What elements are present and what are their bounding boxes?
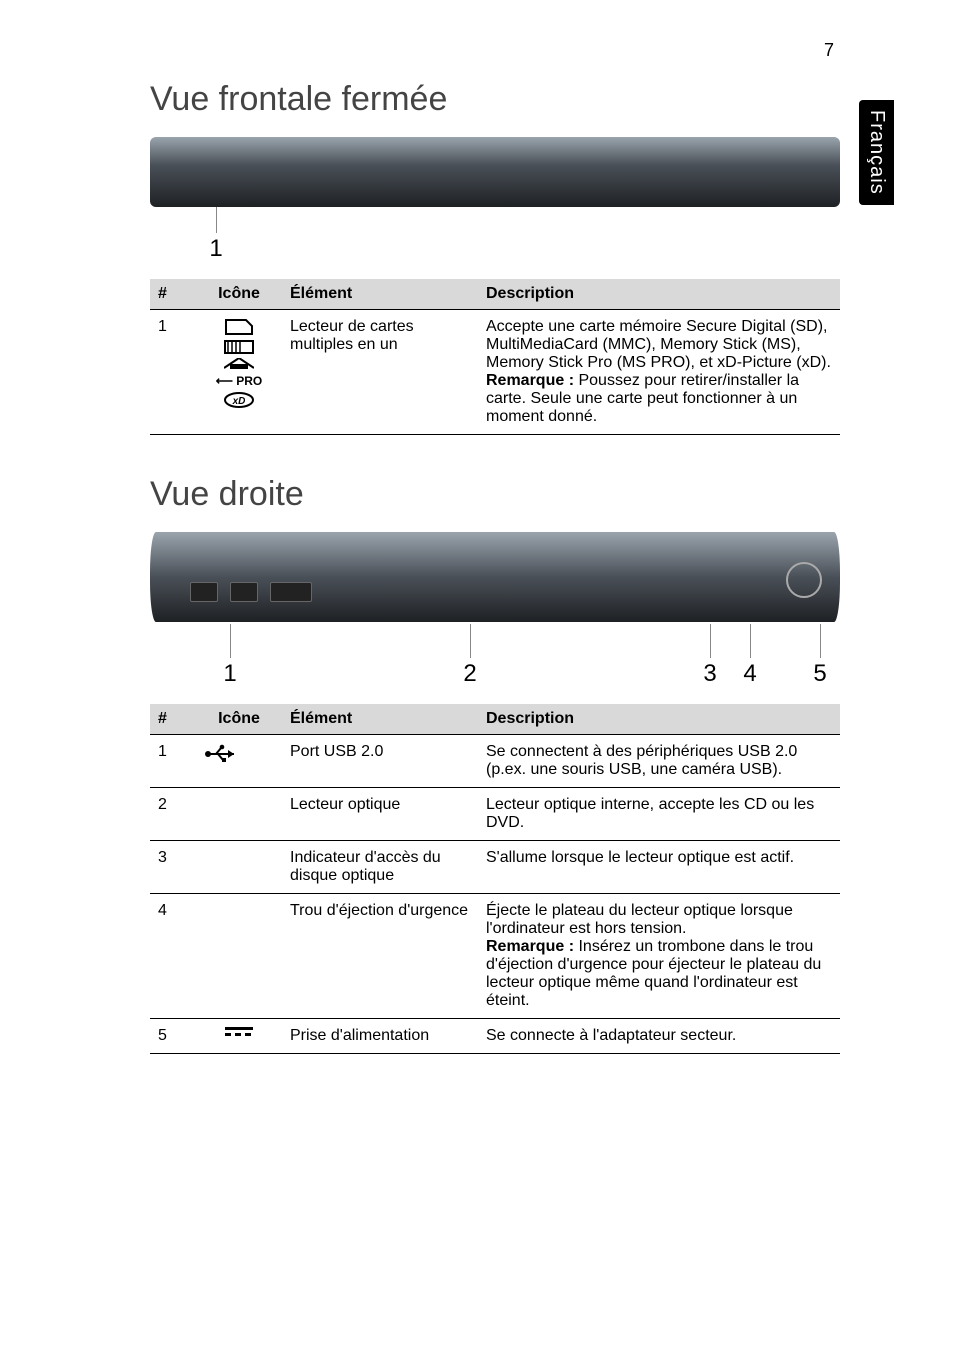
table-row: 1 Port USB 2.0 Se connectent à des périp… [150,735,840,788]
cell-elem: Indicateur d'accès du disque optique [282,841,478,894]
desc-text: Éjecte le plateau du lecteur optique lor… [486,902,793,937]
callout-line [820,624,821,658]
section2-callouts: 1 2 3 4 5 [150,618,840,688]
cell-elem: Lecteur de cartes multiples en un [282,310,478,435]
cell-desc: Se connectent à des périphériques USB 2.… [478,735,840,788]
th-elem: Élément [282,279,478,310]
th-desc: Description [478,704,840,735]
section2-title: Vue droite [150,475,844,514]
multicard-icon: ⟵ PRO xD [204,318,274,408]
callout-number: 3 [703,660,716,688]
cell-icon [196,788,282,841]
dc-power-icon [204,1027,274,1036]
cell-icon [196,735,282,788]
port-shape [190,582,218,602]
th-desc: Description [478,279,840,310]
table-row: 5 Prise d'alimentation Se connecte à l'a… [150,1019,840,1054]
cell-num: 5 [150,1019,196,1054]
th-num: # [150,704,196,735]
section1-title: Vue frontale fermée [150,80,844,119]
callout-line [470,624,471,658]
cell-desc: S'allume lorsque le lecteur optique est … [478,841,840,894]
section1-table: # Icône Élément Description 1 ⟵ PRO xD [150,279,840,435]
table-row: 2 Lecteur optique Lecteur optique intern… [150,788,840,841]
callout-line [230,624,231,658]
cell-num: 1 [150,735,196,788]
callout-number: 4 [743,660,756,688]
table-row: 4 Trou d'éjection d'urgence Éjecte le pl… [150,894,840,1019]
cell-num: 2 [150,788,196,841]
callout-number: 5 [813,660,826,688]
desc-text: Accepte une carte mémoire Secure Digital… [486,318,831,371]
th-num: # [150,279,196,310]
cell-num: 4 [150,894,196,1019]
page-number: 7 [824,40,834,61]
cell-num: 1 [150,310,196,435]
cell-num: 3 [150,841,196,894]
th-elem: Élément [282,704,478,735]
cell-elem: Port USB 2.0 [282,735,478,788]
dc-jack-shape [786,562,822,598]
svg-text:xD: xD [232,396,246,407]
front-closed-figure [150,137,840,207]
cell-desc: Lecteur optique interne, accepte les CD … [478,788,840,841]
cell-icon [196,1019,282,1054]
usb-icon [204,743,238,765]
table-row: 3 Indicateur d'accès du disque optique S… [150,841,840,894]
th-icon: Icône [196,704,282,735]
cell-elem: Trou d'éjection d'urgence [282,894,478,1019]
callout-line [750,624,751,658]
remarque-label: Remarque : [486,372,574,389]
cell-elem: Prise d'alimentation [282,1019,478,1054]
cell-desc: Éjecte le plateau du lecteur optique lor… [478,894,840,1019]
cell-elem: Lecteur optique [282,788,478,841]
cell-icon: ⟵ PRO xD [196,310,282,435]
callout-number: 2 [463,660,476,688]
callout-number: 1 [223,660,236,688]
table-row: 1 ⟵ PRO xD Lecteur de cartes multiples e… [150,310,840,435]
remarque-label: Remarque : [486,938,574,955]
callout-number: 1 [209,235,222,263]
section1-callouts: 1 [150,203,844,263]
th-icon: Icône [196,279,282,310]
cell-desc: Accepte une carte mémoire Secure Digital… [478,310,840,435]
callout-line [710,624,711,658]
cell-desc: Se connecte à l'adaptateur secteur. [478,1019,840,1054]
language-tab: Français [859,100,894,205]
right-view-figure [150,532,840,622]
port-shape [270,582,312,602]
cell-icon [196,894,282,1019]
section2-table: # Icône Élément Description 1 [150,704,840,1054]
port-shape [230,582,258,602]
cell-icon [196,841,282,894]
